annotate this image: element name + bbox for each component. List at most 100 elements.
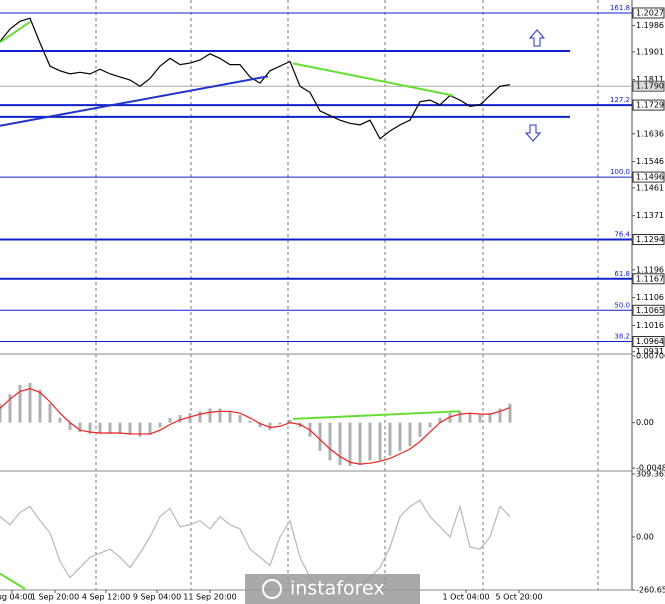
macd-bar <box>228 411 232 423</box>
macd-bar <box>0 403 2 423</box>
macd-bar <box>508 403 512 423</box>
fibo-ratio: 100.0 <box>610 168 630 176</box>
macd-bar <box>338 422 342 466</box>
macd-bar <box>328 422 332 461</box>
macd-bar <box>168 417 172 423</box>
macd-bar <box>58 417 62 423</box>
trend-line <box>0 572 26 590</box>
trend-line <box>292 62 454 97</box>
macd-bar <box>238 415 242 423</box>
marks: 1.1986 1.1901 1.1811 1.1636 1.1546 1.1461 1.13… <box>0 4 665 602</box>
watermark: instaforex <box>245 574 420 604</box>
x-tick-label: 5 Oct 20:00 <box>495 593 542 602</box>
price-box <box>632 335 665 347</box>
trend-line <box>292 410 461 420</box>
x-tick-label: 1 Sep 20:00 <box>31 593 79 602</box>
macd-bar <box>318 422 322 451</box>
macd-bar <box>358 422 362 466</box>
macd-bar <box>218 408 222 423</box>
series-line <box>0 17 511 140</box>
x-tick-label: 1 Oct 04:00 <box>442 593 489 602</box>
macd-bar <box>478 415 482 423</box>
macd-bar <box>248 420 252 423</box>
macd-bar <box>48 403 52 423</box>
down-arrow <box>524 124 542 142</box>
macd-bar <box>188 413 192 423</box>
y-tick-label: 1.1986 <box>636 21 664 30</box>
macd-bar <box>118 422 122 434</box>
fibo-ratio: 61.8 <box>614 270 630 278</box>
last-price-box <box>632 80 665 92</box>
x-tick-label: Aug 04:00 <box>0 593 33 602</box>
macd-bar <box>258 422 262 428</box>
macd-bar <box>28 382 32 423</box>
price-box-label: 1.2027 <box>636 8 664 17</box>
macd-bar <box>148 422 152 435</box>
macd-bar <box>88 422 92 434</box>
x-tick-label: 4 Sep 12:00 <box>82 593 130 602</box>
series-line <box>0 388 511 465</box>
macd-bar <box>8 394 12 423</box>
y-tick-label: 309.3651 <box>636 470 665 479</box>
last-price-label: 1.1790 <box>636 82 664 91</box>
y-tick-label: 1.1461 <box>636 183 664 192</box>
macd-bar <box>458 411 462 423</box>
y-tick-label: 1.1106 <box>636 293 664 302</box>
macd-bar <box>208 408 212 423</box>
macd-bar <box>278 422 282 425</box>
y-tick-label: -0.00481 <box>636 464 665 473</box>
y-tick-label: 1.1016 <box>636 321 664 330</box>
macd-bar <box>18 384 22 423</box>
watermark-logo <box>262 579 282 599</box>
price-box-label: 1.1294 <box>636 235 664 244</box>
macd-bar <box>268 422 272 431</box>
macd-bar <box>198 411 202 423</box>
macd-bar <box>408 422 412 447</box>
fibo-ratio: 161.8 <box>610 4 630 12</box>
fibo-ratio: 38.2 <box>614 332 630 340</box>
macd-bar <box>68 422 72 431</box>
price-box <box>632 273 665 285</box>
trend-line <box>0 21 31 44</box>
macd-bar <box>388 422 392 456</box>
macd-bar <box>378 422 382 461</box>
v-grid <box>95 0 599 590</box>
y-tick-label: -260.6504 <box>636 586 665 595</box>
y-tick-label: 1.1546 <box>636 157 664 166</box>
macd-bar <box>348 422 352 467</box>
series-line <box>0 499 511 591</box>
y-tick-label: 0.00706 <box>636 352 665 361</box>
price-box <box>632 99 665 111</box>
y-tick-label: 0.00 <box>636 532 654 541</box>
macd-bar <box>288 419 292 423</box>
macd-bar <box>128 422 132 435</box>
x-tick-label: 11 Sep 20:00 <box>183 593 236 602</box>
price-box <box>632 304 665 316</box>
fibo-ratio: 76.4 <box>614 231 630 239</box>
fibo-ratio: 127.2 <box>610 96 630 104</box>
price-box-label: 1.1065 <box>636 306 664 315</box>
macd-bar <box>178 415 182 423</box>
macd-bar <box>98 422 102 434</box>
y-tick-label: 0.00 <box>636 418 654 427</box>
y-tick-label: 1.1636 <box>636 129 664 138</box>
watermark-text: instaforex <box>290 578 385 600</box>
price-box-label: 1.0964 <box>636 337 664 346</box>
up-arrow <box>528 29 546 47</box>
macd-bar <box>108 422 112 434</box>
price-box <box>632 7 665 19</box>
macd-bar <box>158 422 162 428</box>
macd-bar <box>448 413 452 423</box>
macd-bar <box>438 417 442 423</box>
macd-bar <box>138 422 142 437</box>
macd-bar <box>428 422 432 428</box>
y-tick-label: 1.0931 <box>636 347 664 356</box>
trend-line <box>0 75 269 127</box>
macd-bar <box>498 408 502 423</box>
price-box-label: 1.1496 <box>636 173 664 182</box>
macd-bar <box>488 413 492 423</box>
macd-bar <box>368 422 372 461</box>
price-box <box>632 234 665 246</box>
